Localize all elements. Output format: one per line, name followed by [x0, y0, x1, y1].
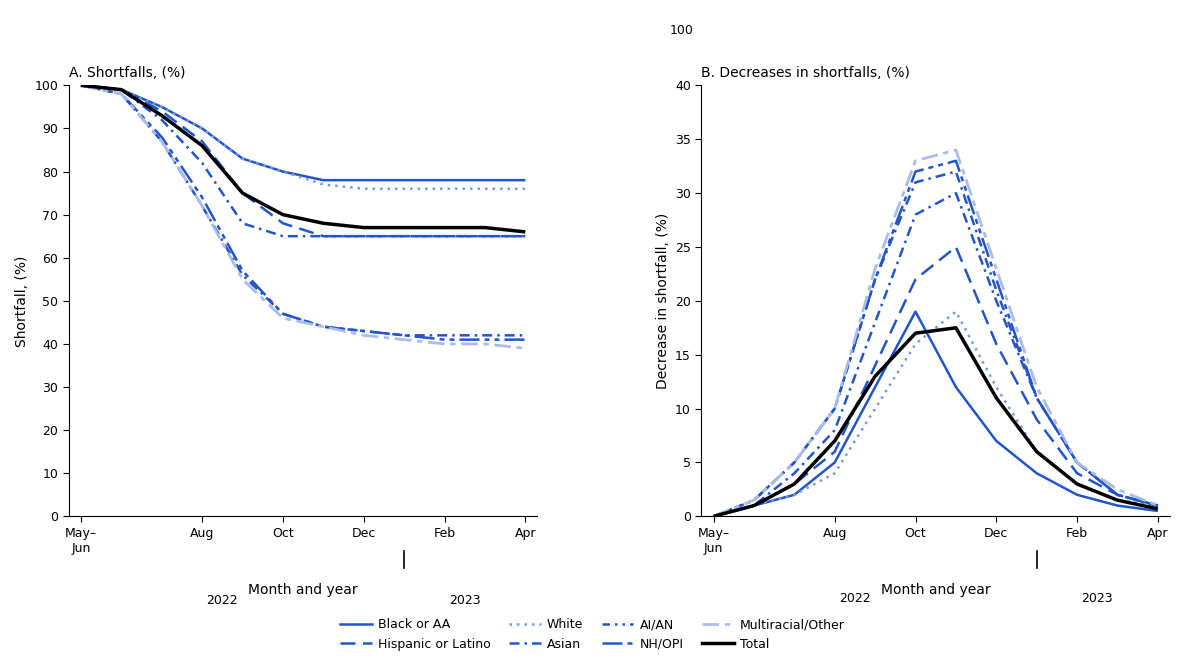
Text: 2023: 2023	[1082, 592, 1113, 605]
X-axis label: Month and year: Month and year	[249, 583, 358, 596]
Text: A. Shortfalls, (%): A. Shortfalls, (%)	[69, 66, 185, 80]
Y-axis label: Decrease in shortfall, (%): Decrease in shortfall, (%)	[655, 213, 670, 389]
Legend: Black or AA, Hispanic or Latino, White, Asian, AI/AN, NH/OPI, Multiracial/Other,: Black or AA, Hispanic or Latino, White, …	[335, 614, 850, 656]
Text: 2022: 2022	[839, 592, 871, 605]
Text: 100: 100	[670, 24, 693, 37]
Text: 2023: 2023	[449, 594, 481, 607]
Text: B. Decreases in shortfalls, (%): B. Decreases in shortfalls, (%)	[702, 66, 910, 80]
Text: 2022: 2022	[206, 594, 238, 607]
Y-axis label: Shortfall, (%): Shortfall, (%)	[15, 255, 28, 346]
X-axis label: Month and year: Month and year	[880, 583, 991, 596]
